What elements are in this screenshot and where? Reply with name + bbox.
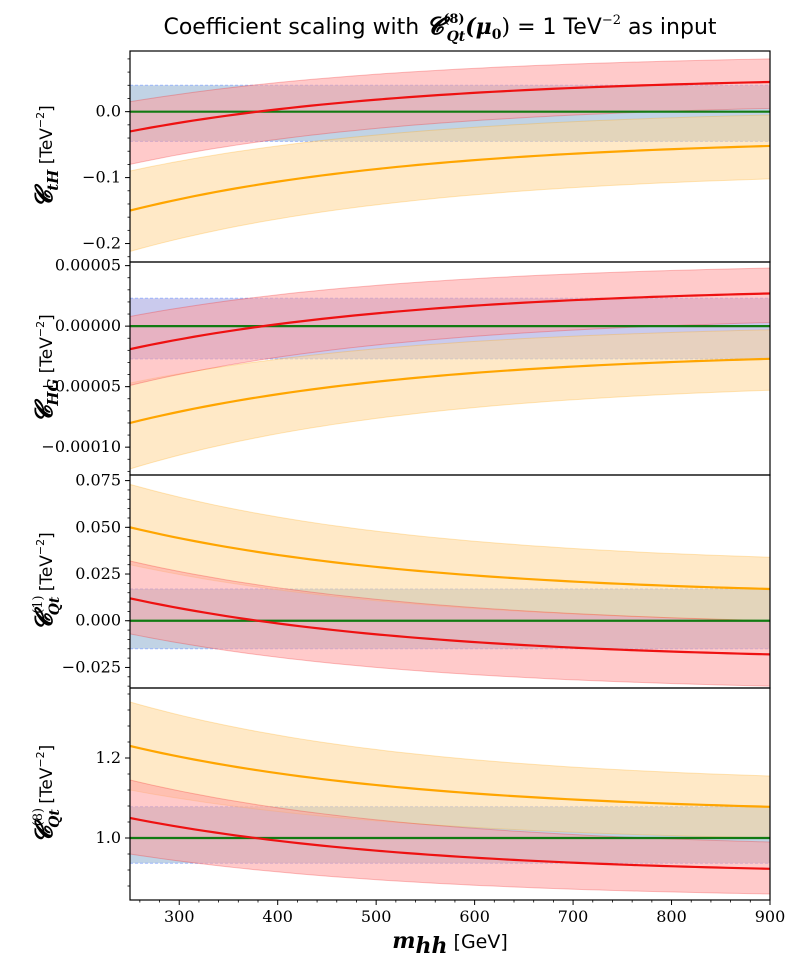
y-axis-label-unit-exponent: −2 — [34, 112, 47, 128]
y-axis-label-unit: [TeV — [37, 337, 57, 379]
x-tick-label: 500 — [361, 907, 392, 926]
red-central-line — [130, 80, 770, 133]
panels: 0.0 −0.1 −0.2 𝓒tH [TeV−2] 0.00005 0.00000 −0.0… — [29, 50, 771, 901]
y-tick-label: 0.000 — [75, 611, 121, 630]
panel-frame — [129, 687, 771, 901]
y-tick-label: 0.025 — [75, 564, 121, 583]
panel-4: 1.2 1.0 𝓒(8)Qt [TeV−2] — [29, 687, 771, 901]
y-axis-label-unit-exponent: −2 — [34, 321, 47, 337]
y-tick-label: 1.2 — [96, 748, 121, 767]
panel-plot-area — [130, 267, 770, 470]
orange-central-line — [130, 357, 770, 425]
orange-band — [130, 114, 770, 252]
y-axis-label-unit-close: ] — [37, 314, 57, 321]
y-axis-label-unit-exponent: −2 — [34, 539, 47, 555]
y-tick-label: −0.1 — [82, 168, 121, 187]
y-tick-label: 0.0 — [96, 102, 121, 121]
panel-3: 0.075 0.050 0.025 0.000 −0.025 𝓒(1)Qt [TeV−2] — [29, 471, 771, 689]
panel-1: 0.0 −0.1 −0.2 𝓒tH [TeV−2] — [29, 50, 771, 263]
panel-plot-area — [130, 483, 770, 687]
x-axis: 300 400 500 600 700 800 900 — [139, 900, 786, 926]
panel-2: 0.00005 0.00000 −0.00005 −0.00010 𝓒HG [TeV−2… — [29, 256, 771, 476]
x-tick-label: 300 — [164, 907, 195, 926]
y-tick-label: 0.00000 — [55, 316, 121, 335]
y-tick-label: 0.075 — [75, 471, 121, 490]
x-tick-label: 600 — [459, 907, 490, 926]
red-band — [130, 560, 770, 687]
red-central-line — [130, 816, 770, 870]
orange-central-line — [130, 744, 770, 808]
panel-plot-area — [130, 58, 770, 252]
y-axis-label-unit: [TeV — [37, 555, 57, 597]
y-axis-label-superscript: (1) — [31, 595, 46, 613]
y-tick-label: 1.0 — [96, 828, 121, 847]
y-tick-label: 0.050 — [75, 517, 121, 536]
x-axis-label: mhh [GeV] — [392, 928, 508, 959]
y-tick-label: −0.025 — [62, 657, 121, 676]
y-axis-label-unit-close: ] — [37, 105, 57, 112]
y-tick-label: 0.00005 — [55, 256, 121, 275]
y-axis-label: 𝓒(8)Qt [TeV−2] — [29, 745, 63, 844]
y-axis-label: 𝓒tH [TeV−2] — [29, 105, 62, 208]
y-axis-label: 𝓒(1)Qt [TeV−2] — [29, 532, 63, 631]
y-tick-label: −0.00010 — [41, 437, 121, 456]
x-tick-label: 400 — [262, 907, 293, 926]
y-axis-label-unit-close: ] — [37, 745, 57, 752]
chart-title: Coefficient scaling with 𝓒(8) Qt(μ0) = 1 … — [163, 11, 716, 45]
red-central-line — [130, 597, 770, 656]
y-axis-label-unit: [TeV — [37, 128, 57, 170]
y-axis-label-subscript: tH — [44, 169, 62, 191]
orange-central-line — [130, 526, 770, 591]
y-axis-label-unit-exponent: −2 — [34, 751, 47, 767]
y-axis-label-subscript: Qt — [47, 596, 63, 615]
x-tick-label: 800 — [656, 907, 687, 926]
panel-plot-area — [130, 701, 770, 895]
y-axis-label-superscript: (8) — [31, 808, 46, 826]
x-tick-label: 700 — [558, 907, 589, 926]
y-axis-label-unit: [TeV — [37, 767, 57, 809]
y-tick-label: −0.2 — [82, 234, 121, 253]
y-axis-label-subscript: HG — [44, 379, 62, 407]
y-axis-label-subscript: Qt — [47, 809, 63, 828]
y-axis-label-unit-close: ] — [37, 532, 57, 539]
x-tick-label: 900 — [755, 907, 786, 926]
y-axis-label: 𝓒HG [TeV−2] — [29, 314, 62, 422]
y-tick-label: −0.00005 — [41, 377, 121, 396]
red-central-line — [130, 292, 770, 351]
orange-central-line — [130, 144, 770, 212]
